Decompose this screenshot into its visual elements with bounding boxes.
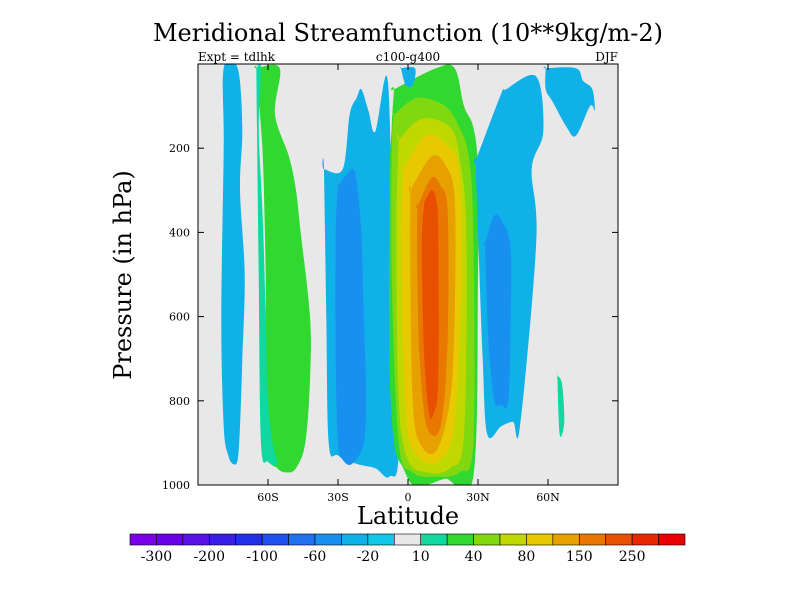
x-axis-label: Latitude	[357, 502, 459, 530]
colorbar-swatch	[367, 533, 395, 546]
chart-title: Meridional Streamfunction (10**9kg/m-2)	[153, 19, 663, 47]
colorbar-label: 250	[619, 549, 646, 565]
colorbar-label: -20	[357, 549, 380, 565]
colorbar-swatch	[526, 533, 554, 546]
colorbar-swatch	[235, 533, 263, 546]
y-axis-label: Pressure (in hPa)	[109, 170, 137, 380]
subtitle-left: Expt = tdlhk	[198, 50, 276, 64]
y-tick-label: 200	[169, 142, 190, 155]
colorbar-swatch	[605, 533, 633, 546]
colorbar-label: -100	[246, 549, 277, 565]
y-axis-ticks: 200 400 600 800 1000	[162, 142, 618, 492]
colorbar-swatch	[314, 533, 342, 546]
colorbar-swatch	[446, 533, 474, 546]
colorbar-swatch	[631, 533, 659, 546]
colorbar-label: -300	[141, 549, 172, 565]
x-axis-ticks: 60S 30S 0 30N 60N	[257, 64, 560, 504]
colorbar-swatch	[156, 533, 184, 546]
colorbar-label: 80	[518, 549, 536, 565]
colorbar-swatch	[552, 533, 580, 546]
y-tick-label: 600	[169, 311, 190, 324]
y-tick-label: 800	[169, 395, 190, 408]
colorbar-swatch	[499, 533, 527, 546]
y-tick-label: 1000	[162, 479, 190, 492]
colorbar-swatch	[341, 533, 369, 546]
colorbar-label: 150	[566, 549, 593, 565]
colorbar-swatch	[393, 533, 422, 546]
colorbar-swatch	[261, 533, 289, 546]
contour-hadley-south-inner-negative	[335, 169, 366, 465]
colorbar-label: -200	[194, 549, 225, 565]
colorbar-label: -60	[304, 549, 327, 565]
colorbar-swatch	[658, 533, 686, 546]
colorbar-swatch	[129, 533, 157, 546]
contour-hadley-core	[421, 190, 439, 420]
x-tick-label: 0	[405, 491, 412, 504]
x-tick-label: 30N	[466, 491, 490, 504]
colorbar-swatch	[182, 533, 210, 546]
contour-regions	[221, 64, 595, 485]
y-tick-label: 400	[169, 226, 190, 239]
colorbar-label: 40	[465, 549, 483, 565]
x-tick-label: 30S	[327, 491, 349, 504]
colorbar-swatch	[208, 533, 237, 546]
contour-sh-ferrel-positive	[254, 64, 311, 473]
colorbar-swatch	[288, 533, 316, 546]
x-tick-label: 60S	[257, 491, 279, 504]
subtitle-right: DJF	[595, 50, 618, 64]
colorbar: -300 -200 -100 -60 -20 10 40 80 150 250	[129, 533, 686, 565]
contour-nh-positive-sliver	[556, 370, 565, 437]
contour-top-center-cell	[399, 66, 416, 88]
contour-nh-upper-cell	[543, 66, 595, 137]
contour-nh-negative-inner	[484, 214, 512, 409]
subtitle-center: c100-g400	[376, 50, 440, 64]
x-tick-label: 60N	[536, 491, 560, 504]
colorbar-swatch	[473, 533, 501, 546]
colorbar-swatch	[578, 533, 607, 546]
contour-sh-ferrel-edge	[255, 64, 278, 466]
colorbar-label: 10	[412, 549, 430, 565]
colorbar-swatch	[420, 533, 448, 546]
contour-sh-polar-negative	[221, 64, 245, 465]
